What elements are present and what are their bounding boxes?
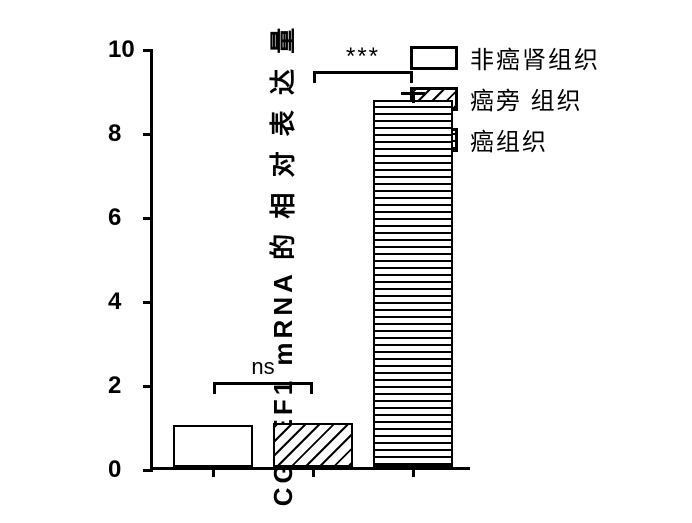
x-tick bbox=[212, 467, 215, 477]
y-tick bbox=[143, 217, 153, 220]
comparison-bracket-drop bbox=[313, 71, 316, 83]
bar bbox=[273, 423, 353, 467]
plot-area: 非癌肾组织 癌旁 组织 癌组织 0246810ns*** bbox=[150, 50, 470, 470]
comparison-label: *** bbox=[346, 43, 380, 71]
legend-label: 非癌肾组织 bbox=[470, 40, 600, 75]
comparison-bracket-drop bbox=[213, 382, 216, 394]
y-tick-label: 10 bbox=[108, 36, 135, 64]
chart-container: CGREF1 mRNA 的 相 对 表 达 量 非癌肾组织 癌旁 组织 癌组织 … bbox=[50, 20, 670, 510]
y-tick bbox=[143, 469, 153, 472]
y-tick bbox=[143, 385, 153, 388]
comparison-bracket-drop bbox=[310, 382, 313, 394]
bar bbox=[173, 425, 253, 467]
error-bar-cap bbox=[401, 92, 425, 95]
x-tick bbox=[312, 467, 315, 477]
comparison-label: ns bbox=[251, 354, 274, 380]
y-tick-label: 2 bbox=[108, 372, 121, 400]
y-tick bbox=[143, 133, 153, 136]
bar bbox=[373, 100, 453, 468]
legend-label: 癌组织 bbox=[470, 122, 548, 157]
y-tick bbox=[143, 49, 153, 52]
y-tick-label: 6 bbox=[108, 204, 121, 232]
y-tick-label: 4 bbox=[108, 288, 121, 316]
legend-swatch-empty bbox=[410, 46, 458, 70]
legend-item: 非癌肾组织 bbox=[410, 40, 600, 75]
y-tick-label: 8 bbox=[108, 120, 121, 148]
legend-label: 癌旁 组织 bbox=[470, 81, 583, 116]
x-tick bbox=[412, 467, 415, 477]
y-tick bbox=[143, 301, 153, 304]
comparison-bracket bbox=[313, 71, 413, 74]
comparison-bracket-drop bbox=[410, 71, 413, 83]
y-tick-label: 0 bbox=[108, 456, 121, 484]
comparison-bracket bbox=[213, 382, 313, 385]
